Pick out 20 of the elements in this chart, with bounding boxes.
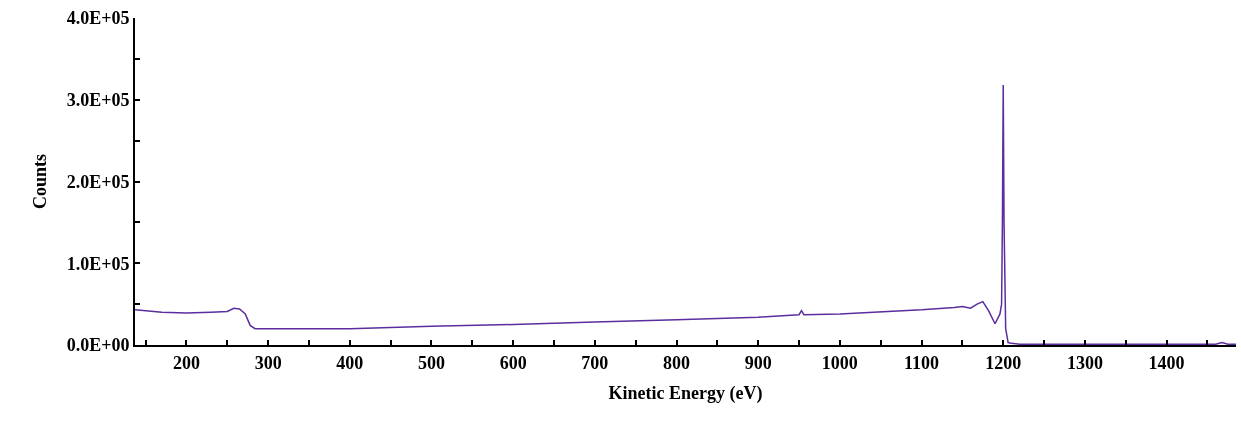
x-tick-label: 800 bbox=[663, 352, 691, 373]
x-tick-label: 500 bbox=[417, 352, 445, 373]
y-tick-label: 1.0E+05 bbox=[66, 253, 130, 274]
x-tick-label: 700 bbox=[581, 352, 609, 373]
x-tick-label: 1300 bbox=[1066, 352, 1103, 373]
y-tick-label: 4.0E+05 bbox=[66, 8, 130, 29]
y-axis-title: Counts bbox=[30, 153, 51, 210]
x-tick-label: 1100 bbox=[904, 352, 940, 373]
x-tick-label: 1000 bbox=[821, 352, 858, 373]
x-tick-label: 200 bbox=[172, 352, 200, 373]
x-axis-title: Kinetic Energy (eV) bbox=[608, 383, 763, 405]
y-tick-label: 0.0E+00 bbox=[66, 335, 130, 356]
y-tick-label: 3.0E+05 bbox=[66, 90, 130, 111]
x-tick-label: 400 bbox=[336, 352, 364, 373]
x-tick-label: 900 bbox=[744, 352, 772, 373]
x-tick-label: 1200 bbox=[985, 352, 1022, 373]
x-tick-label: 300 bbox=[254, 352, 282, 373]
x-tick-label: 600 bbox=[499, 352, 527, 373]
x-tick-label: 1400 bbox=[1148, 352, 1185, 373]
y-tick-label: 2.0E+05 bbox=[66, 171, 130, 192]
